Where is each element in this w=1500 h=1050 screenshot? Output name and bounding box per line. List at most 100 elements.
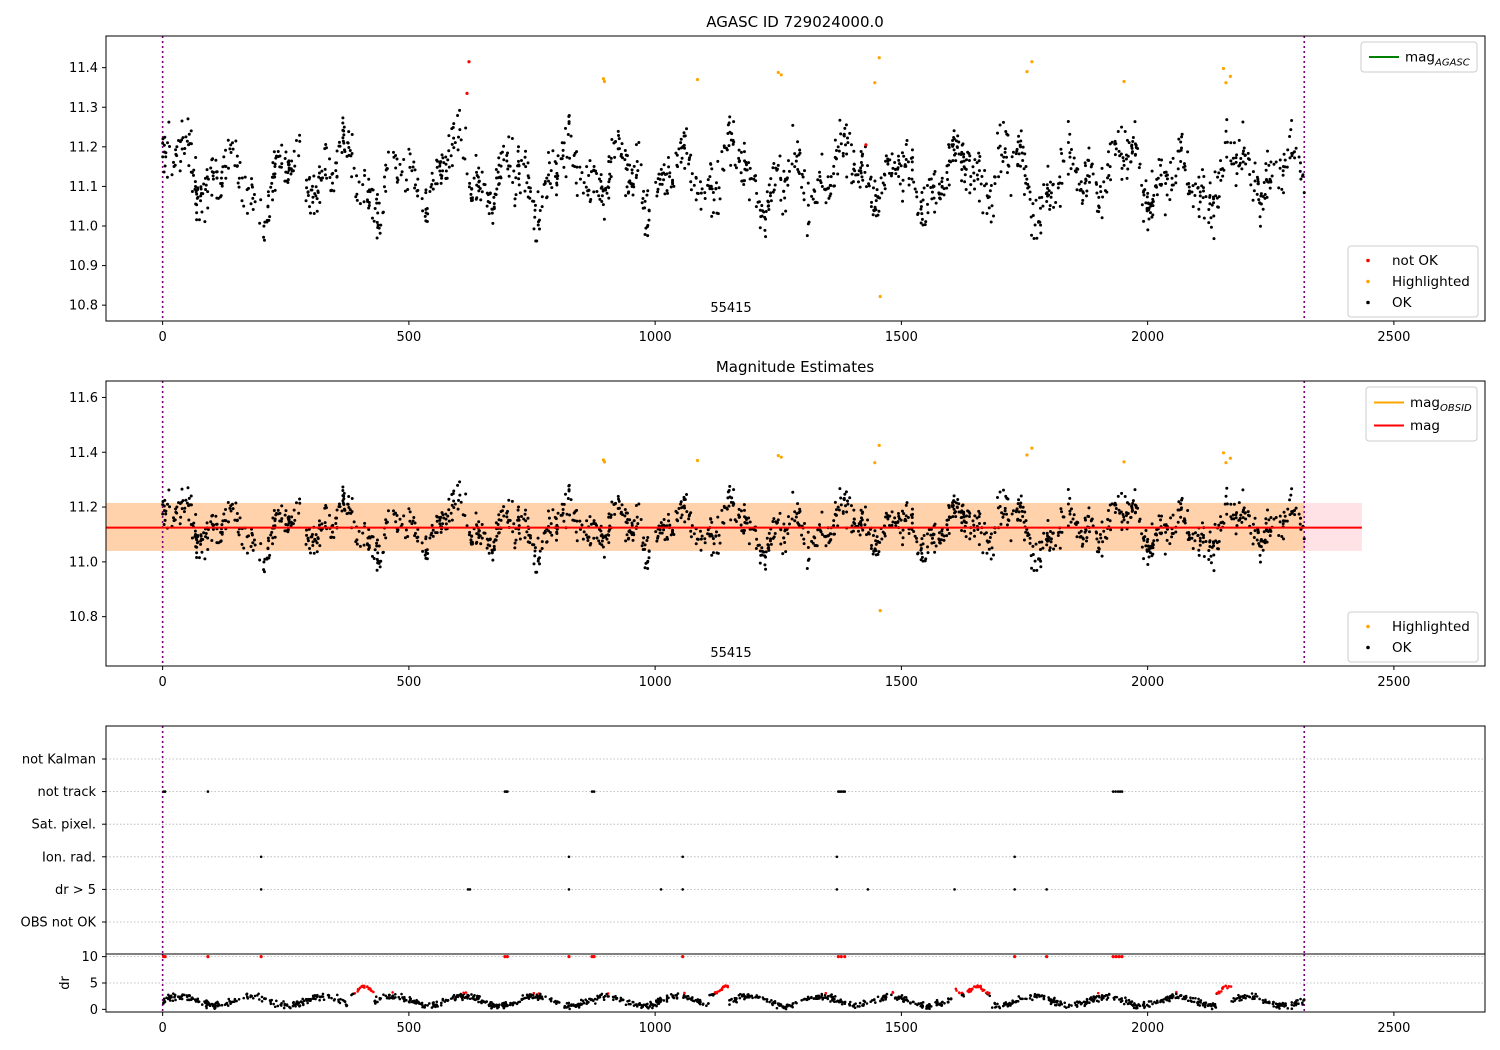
dr-clipped-point <box>1120 955 1124 959</box>
legend-marker-swatch <box>1366 624 1370 629</box>
ok-point <box>869 205 873 209</box>
ok-point <box>728 115 732 119</box>
ok-point <box>535 570 539 574</box>
dr-point <box>685 995 689 998</box>
ok-point <box>450 142 454 146</box>
ok-point <box>575 508 579 512</box>
ok-point <box>186 486 190 490</box>
ok-point <box>682 134 686 138</box>
ok-point <box>663 192 667 196</box>
x-tick-label: 1500 <box>885 1021 918 1036</box>
ok-point <box>743 515 747 519</box>
ok-point <box>807 220 811 224</box>
dr-point <box>648 1005 651 1008</box>
ok-point <box>689 188 693 192</box>
ok-point <box>739 150 743 154</box>
ok-point <box>884 154 888 158</box>
dr-point <box>321 995 325 998</box>
ok-point <box>689 153 693 157</box>
ok-point <box>614 501 618 505</box>
dr-point <box>296 1001 300 1004</box>
ok-point <box>1038 540 1042 544</box>
ok-point <box>1020 509 1024 513</box>
ok-point <box>907 177 911 181</box>
dr-point <box>539 996 543 1000</box>
ok-point <box>442 516 446 520</box>
ok-point <box>1180 146 1184 150</box>
ok-point <box>262 224 266 228</box>
ok-point <box>1187 530 1191 534</box>
ok-point <box>1170 535 1174 539</box>
ok-point <box>416 177 420 181</box>
dr-point <box>676 992 680 995</box>
ok-point <box>937 531 941 535</box>
ok-point <box>315 197 319 201</box>
ok-point <box>820 533 824 537</box>
ok-point <box>951 143 955 147</box>
ok-point <box>1200 184 1204 188</box>
ok-point <box>273 535 277 539</box>
ok-point <box>1108 519 1112 523</box>
ok-point <box>218 540 222 544</box>
ok-point <box>337 144 341 148</box>
ok-point <box>897 175 901 179</box>
ok-point <box>1097 550 1101 554</box>
ok-point <box>867 184 871 188</box>
ok-point <box>469 538 473 542</box>
ok-point <box>197 218 201 222</box>
dr-point <box>523 996 527 1000</box>
ok-point <box>957 502 961 506</box>
ok-point <box>627 180 631 184</box>
ok-point <box>1246 510 1250 514</box>
ok-point <box>772 162 776 166</box>
ok-point <box>268 553 272 557</box>
highlighted-point <box>1224 81 1228 85</box>
dr-point <box>1276 1005 1279 1008</box>
ok-point <box>592 190 596 194</box>
ok-point <box>953 510 957 514</box>
ok-point <box>608 172 612 176</box>
ok-point <box>803 522 807 526</box>
dr-point <box>404 999 408 1002</box>
ok-point <box>342 148 346 152</box>
ok-point <box>367 188 371 192</box>
dr-point <box>986 991 990 995</box>
dr-point <box>852 1004 856 1008</box>
ok-point <box>1180 135 1184 139</box>
ok-point <box>912 180 916 184</box>
ok-point <box>1160 182 1164 186</box>
ok-point <box>839 132 843 136</box>
ok-point <box>863 523 867 527</box>
ok-point <box>1281 173 1285 177</box>
ok-point <box>252 192 256 196</box>
dr-point <box>853 1006 857 1010</box>
ok-point <box>1144 179 1148 183</box>
ok-point <box>1066 120 1070 124</box>
ok-point <box>588 515 592 519</box>
ok-point <box>352 166 356 170</box>
ok-point <box>273 188 277 192</box>
ok-point <box>1207 548 1211 552</box>
ok-point <box>641 196 645 200</box>
ok-point <box>224 148 228 152</box>
ok-point <box>998 490 1002 494</box>
dr-point <box>735 1000 738 1004</box>
ok-point <box>276 155 280 159</box>
ok-point <box>574 181 578 185</box>
ok-point <box>1289 128 1293 132</box>
ok-point <box>316 537 320 541</box>
ok-point <box>1285 165 1289 169</box>
ok-point <box>1264 168 1268 172</box>
dr-point <box>880 997 884 1001</box>
dr-point <box>885 992 889 996</box>
ok-point <box>575 194 579 198</box>
ok-point <box>569 134 573 138</box>
ok-point <box>1110 140 1114 144</box>
dr-point <box>1262 1001 1265 1005</box>
ok-point <box>679 502 683 506</box>
ok-point <box>373 548 377 552</box>
ok-point <box>953 152 957 156</box>
ok-point <box>1031 202 1035 206</box>
ok-point <box>834 508 838 512</box>
